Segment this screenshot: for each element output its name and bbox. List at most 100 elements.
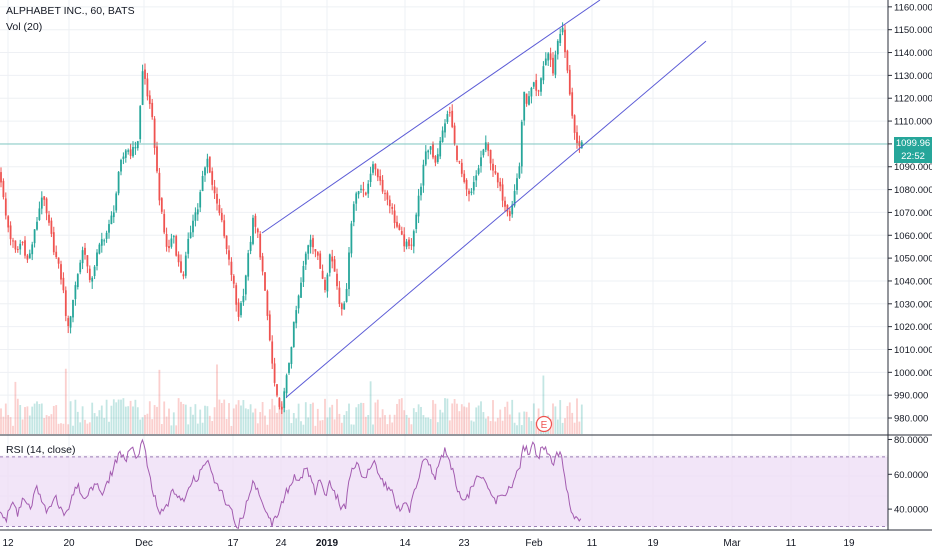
candle-body xyxy=(456,145,458,161)
candle-body xyxy=(304,253,307,265)
time-tick-label: 23 xyxy=(458,538,470,549)
candle-body xyxy=(201,176,204,192)
candle-body xyxy=(168,246,170,249)
volume-bar xyxy=(283,407,286,434)
candle-body xyxy=(357,191,360,195)
candle-body xyxy=(477,168,480,174)
volume-bar xyxy=(453,399,456,434)
volume-bar xyxy=(91,402,94,434)
candle-body xyxy=(129,149,132,156)
volume-bar xyxy=(398,399,401,434)
volume-bar xyxy=(532,403,535,434)
candle-body xyxy=(307,245,310,254)
candle-body xyxy=(40,197,43,209)
candle-body xyxy=(376,169,379,178)
candle-body xyxy=(165,234,168,247)
candle-body xyxy=(120,159,122,172)
candle-body xyxy=(172,236,175,238)
volume-bar xyxy=(62,423,65,434)
candle-body xyxy=(391,207,394,209)
volume-bar xyxy=(211,421,214,434)
trendlines[interactable] xyxy=(0,0,888,398)
candle-body xyxy=(559,33,562,44)
candle-body xyxy=(460,162,463,174)
volume-bar xyxy=(415,412,418,434)
volume-bar xyxy=(112,399,115,434)
candle-body xyxy=(264,272,266,291)
volume-bar xyxy=(290,423,293,434)
volume-bar xyxy=(379,417,382,434)
volume-bar xyxy=(484,418,487,434)
candle-body xyxy=(453,125,456,144)
candle-body xyxy=(115,193,118,211)
volume-bar xyxy=(468,402,470,434)
volume-bar xyxy=(348,403,350,434)
last-price-tag: 1099.96 xyxy=(894,136,932,150)
volume-bar xyxy=(67,424,70,434)
price-tick-label: 1090.000 xyxy=(894,162,932,173)
volume-bar xyxy=(175,425,178,434)
candle-body xyxy=(14,240,17,250)
candle-body xyxy=(333,259,336,272)
volume-bar xyxy=(340,422,343,434)
candle-body xyxy=(117,171,120,194)
candle-body xyxy=(88,268,91,280)
volume-bar xyxy=(19,405,22,434)
candle-body xyxy=(544,58,547,66)
candle-body xyxy=(156,146,158,172)
trendline-1[interactable] xyxy=(261,0,601,234)
volume-bar xyxy=(295,418,298,434)
volume-bar xyxy=(396,403,398,434)
candle-body xyxy=(192,220,194,233)
price-tick-label: 990.000 xyxy=(894,391,928,402)
candle-body xyxy=(506,204,509,212)
candle-body xyxy=(355,193,358,204)
candle-body xyxy=(91,277,94,282)
volume-bar xyxy=(360,402,362,434)
price-axis[interactable]: 980.000 990.000 1000.000 1010.000 1020.000 10… xyxy=(888,2,932,425)
volume-bar xyxy=(134,399,137,434)
rsi-axis[interactable]: 80.0000 60.0000 40.0000 xyxy=(888,435,928,516)
candle-body xyxy=(420,186,422,196)
candle-body xyxy=(256,228,259,233)
earnings-marker[interactable]: E xyxy=(535,415,553,433)
volume-bars xyxy=(0,364,583,434)
candle-body xyxy=(547,53,550,61)
volume-bar xyxy=(264,415,266,434)
time-axis[interactable]: 12 20 Dec 17 24 2019 14 23 Feb 11 19 Mar 11 19 xyxy=(2,538,855,549)
volume-bar xyxy=(163,401,166,434)
candle-body xyxy=(52,232,55,253)
volume-bar xyxy=(513,422,516,434)
volume-bar xyxy=(122,398,125,434)
volume-bar xyxy=(489,421,492,434)
volume-bar xyxy=(520,425,523,434)
volume-bar xyxy=(470,420,473,434)
volume-bar xyxy=(14,381,17,434)
price-tick-label: 1000.000 xyxy=(894,368,932,379)
volume-bar xyxy=(506,401,509,434)
candle-body xyxy=(400,231,403,235)
volume-bar xyxy=(460,404,463,434)
candle-body xyxy=(38,208,41,220)
candle-body xyxy=(28,253,31,259)
volume-bar xyxy=(266,424,269,434)
candle-body xyxy=(372,164,374,173)
candles xyxy=(0,22,583,415)
time-tick-label: Mar xyxy=(723,538,741,549)
candle-body xyxy=(93,266,96,277)
candle-body xyxy=(12,240,14,242)
time-tick-label: 12 xyxy=(2,538,14,549)
volume-bar xyxy=(194,404,197,434)
trendline-2[interactable] xyxy=(285,40,707,398)
candle-body xyxy=(345,288,348,302)
earnings-badge-label: E xyxy=(541,420,548,431)
volume-bar xyxy=(103,417,106,434)
earnings-badge[interactable] xyxy=(535,415,553,433)
rsi-tick-label: 80.0000 xyxy=(894,435,928,446)
volume-bar xyxy=(412,408,415,434)
volume-bar xyxy=(24,407,26,434)
candle-body xyxy=(470,191,473,194)
candle-body xyxy=(108,224,110,233)
volume-bar xyxy=(314,425,317,434)
